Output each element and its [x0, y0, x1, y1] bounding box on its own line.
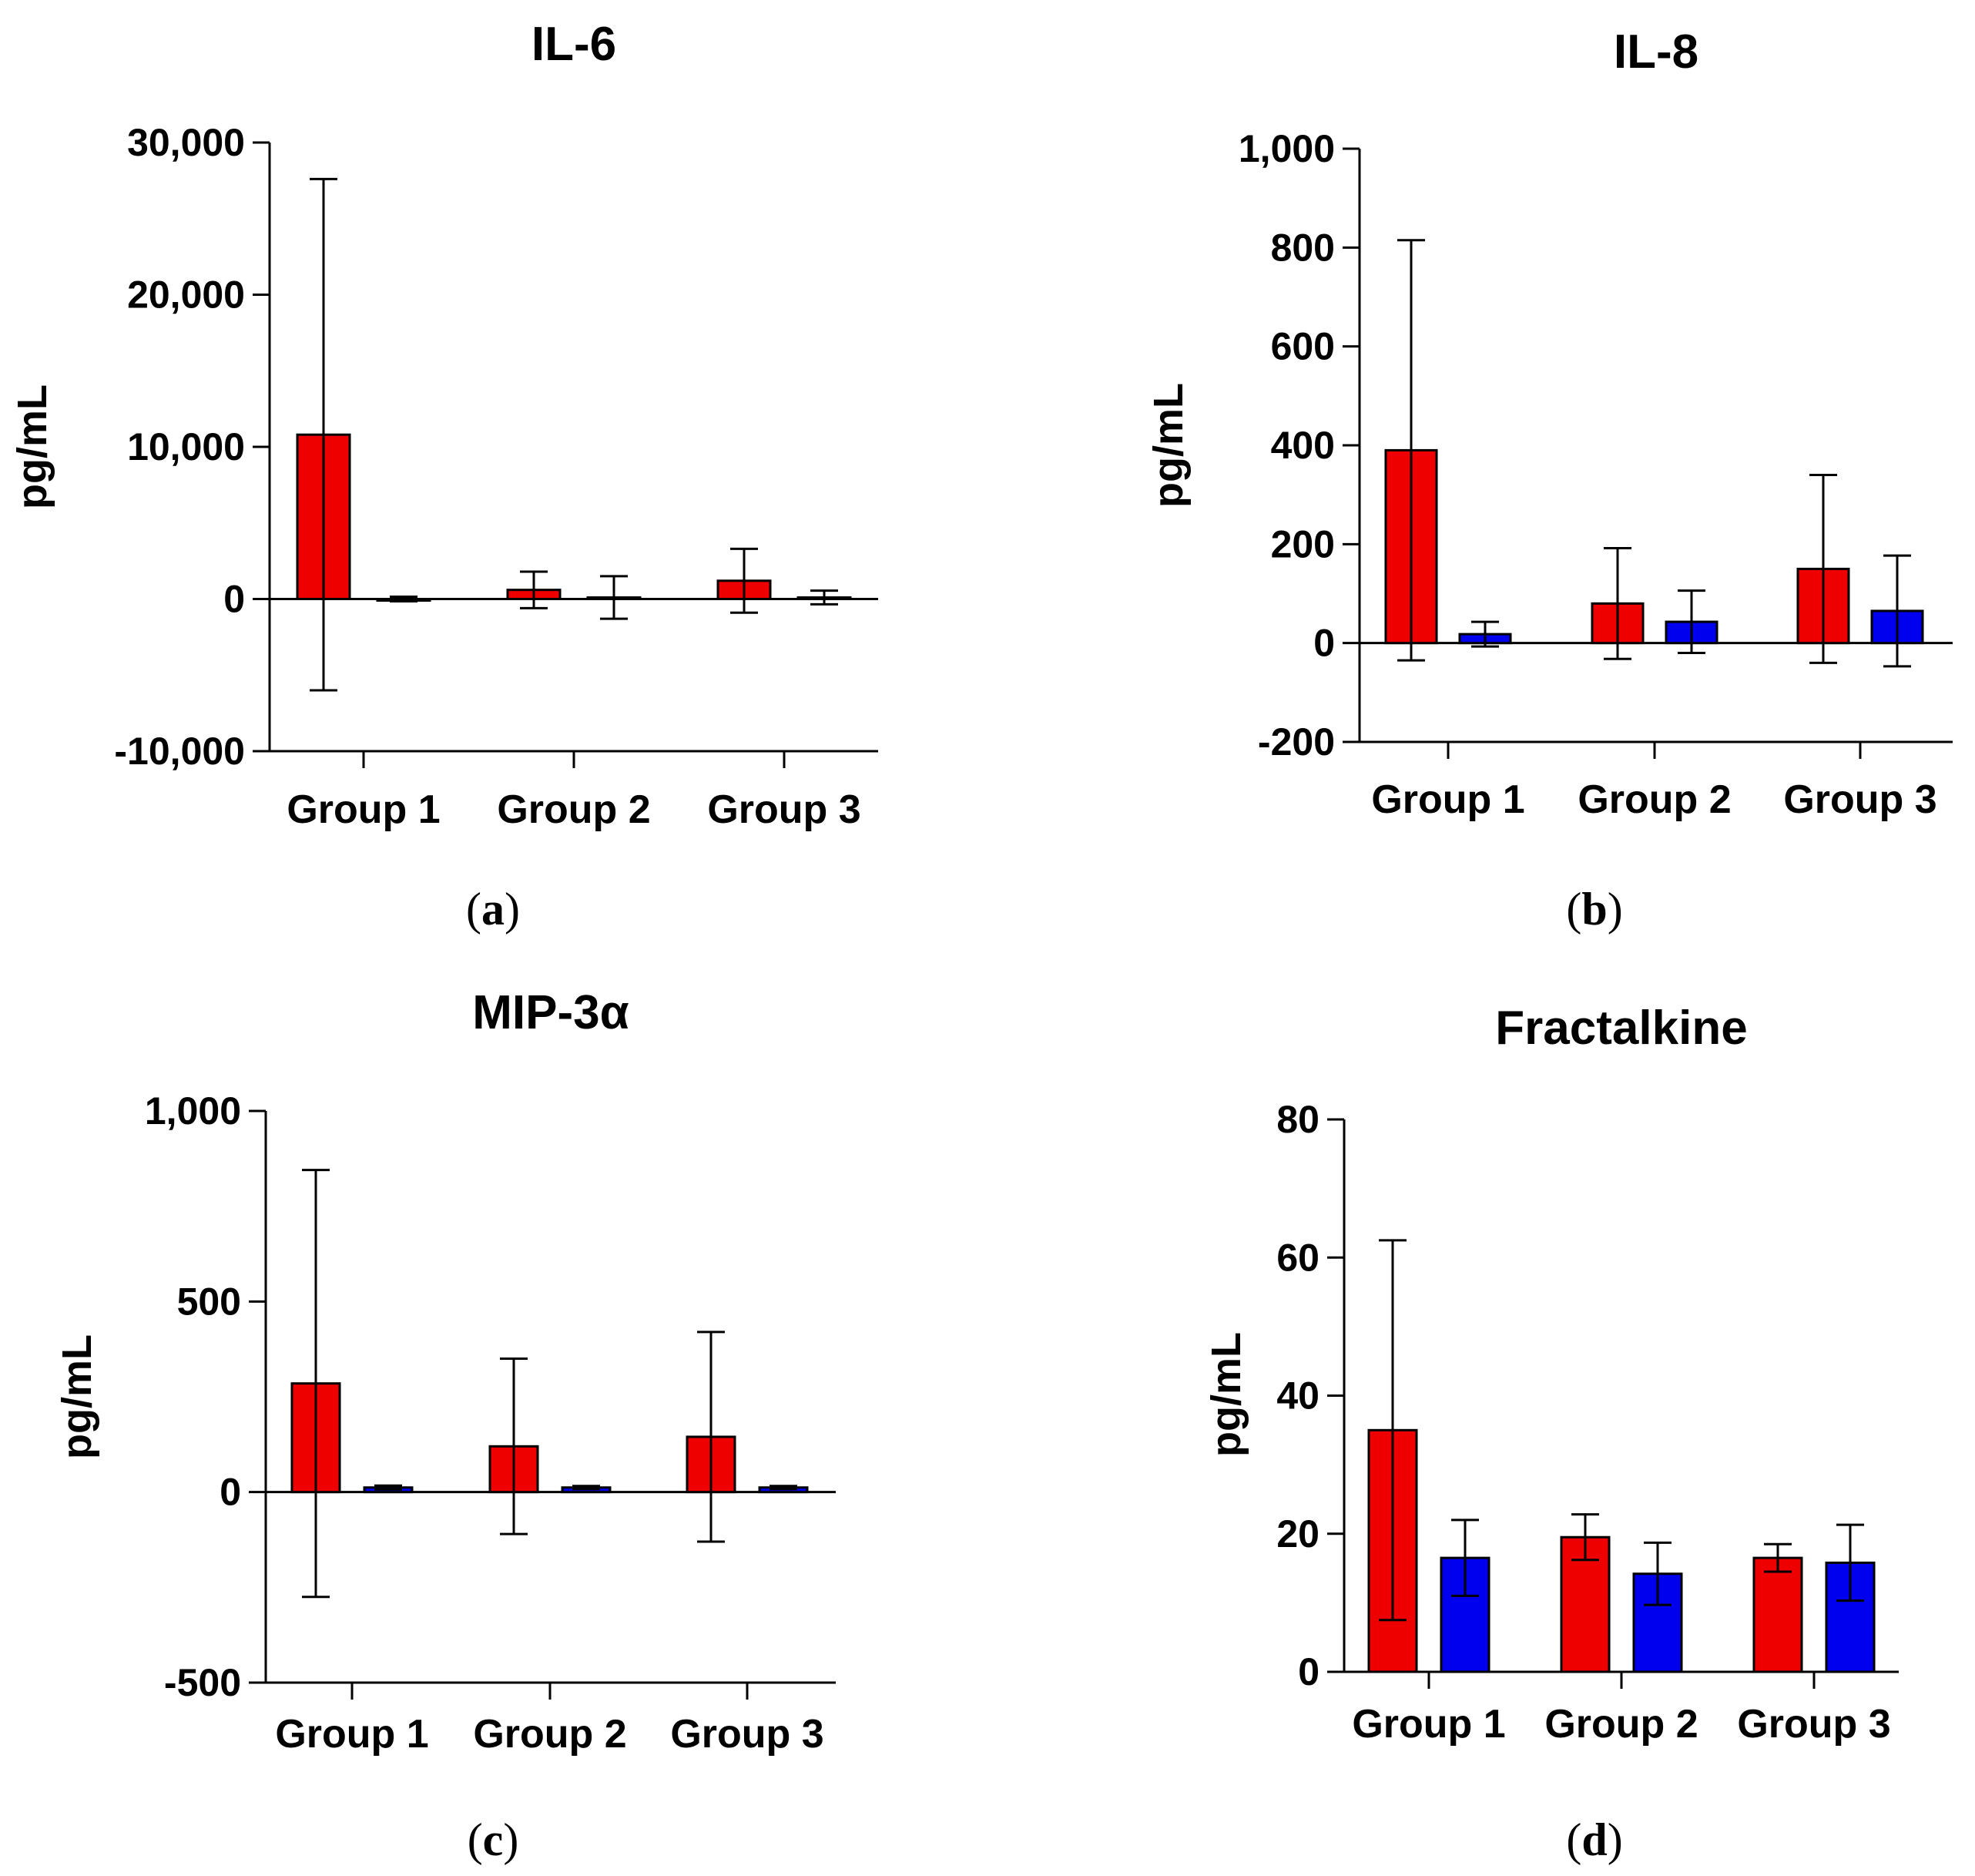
chart-panel-d: Fractalkine pg/mL 0 20 40 60 80 Group 1 Group 2 G…	[1203, 1002, 1899, 1865]
panel-label-letter: c	[483, 1814, 504, 1865]
panel-label: (d)	[1566, 1814, 1622, 1865]
y-tick-label: -500	[164, 1661, 241, 1704]
y-tick-label: 0	[1313, 622, 1335, 665]
chart-panel-a: IL-6 pg/mL -10,000 0 10,000 20,000 30,000 Group…	[9, 18, 878, 935]
x-tick-label: Group 2	[473, 1712, 626, 1757]
y-tick-label: 80	[1276, 1098, 1319, 1141]
x-tick-label: Group 3	[1783, 777, 1936, 822]
x-tick-label: Group 2	[497, 787, 650, 832]
y-axis-label: pg/mL	[9, 384, 55, 509]
y-tick-label: 800	[1271, 226, 1335, 269]
y-axis-label: pg/mL	[54, 1334, 100, 1459]
chart-title: Fractalkine	[1495, 1002, 1747, 1055]
panel-label: (c)	[468, 1814, 519, 1865]
panel-label-close: )	[1608, 1814, 1623, 1865]
y-tick-label: 400	[1271, 424, 1335, 467]
panel-label-open: (	[468, 1814, 483, 1865]
y-tick-label: 60	[1276, 1236, 1319, 1279]
panel-label-close: )	[1608, 884, 1623, 935]
bar-red	[1752, 1556, 1803, 1673]
panel-label-close: )	[505, 884, 520, 935]
y-tick-label: 0	[223, 578, 245, 621]
y-tick-label: 500	[177, 1280, 241, 1323]
x-tick-label: Group 1	[1352, 1702, 1505, 1747]
panel-label-letter: a	[481, 884, 505, 935]
y-axis-label: pg/mL	[1203, 1332, 1249, 1457]
x-tick-label: Group 1	[287, 787, 440, 832]
panel-label-open: (	[1566, 884, 1581, 935]
y-tick-label: -10,000	[114, 730, 245, 773]
chart-panel-c: MIP-3α pg/mL -500 0 500 1,000 Group 1 Group 2 Gr…	[54, 986, 836, 1865]
chart-title: IL-6	[531, 18, 616, 71]
chart-title: MIP-3α	[472, 986, 629, 1039]
panel-label: (a)	[466, 884, 520, 935]
panel-label-open: (	[1566, 1814, 1581, 1865]
chart-title: IL-8	[1614, 25, 1698, 79]
panel-label-open: (	[466, 884, 481, 935]
x-tick-label: Group 3	[1737, 1702, 1890, 1747]
chart-panel-b: IL-8 pg/mL -200 0 200 400 600 800 1,000 Group 1 Gr…	[1145, 25, 1953, 935]
y-tick-label: 10,000	[127, 425, 245, 468]
x-tick-label: Group 1	[1371, 777, 1524, 822]
y-tick-label: 20,000	[127, 274, 245, 317]
x-tick-label: Group 3	[670, 1712, 823, 1757]
y-tick-label: 20	[1276, 1512, 1319, 1556]
panel-label-letter: d	[1581, 1814, 1607, 1865]
panel-label-letter: b	[1581, 884, 1607, 935]
y-axis-label: pg/mL	[1145, 383, 1192, 508]
y-tick-label: 1,000	[1239, 127, 1335, 170]
x-tick-label: Group 2	[1578, 777, 1731, 822]
y-tick-label: 40	[1276, 1374, 1319, 1418]
y-tick-label: -200	[1258, 720, 1335, 763]
y-tick-label: 30,000	[127, 121, 245, 164]
y-tick-label: 1,000	[145, 1089, 241, 1133]
panel-label: (b)	[1566, 884, 1622, 935]
y-tick-label: 0	[1298, 1650, 1319, 1693]
panel-label-close: )	[503, 1814, 518, 1865]
x-tick-label: Group 3	[707, 787, 860, 832]
y-tick-label: 0	[220, 1471, 241, 1514]
y-tick-label: 200	[1271, 522, 1335, 565]
x-tick-label: Group 1	[275, 1712, 428, 1757]
x-tick-label: Group 2	[1544, 1702, 1698, 1747]
y-tick-label: 600	[1271, 325, 1335, 368]
